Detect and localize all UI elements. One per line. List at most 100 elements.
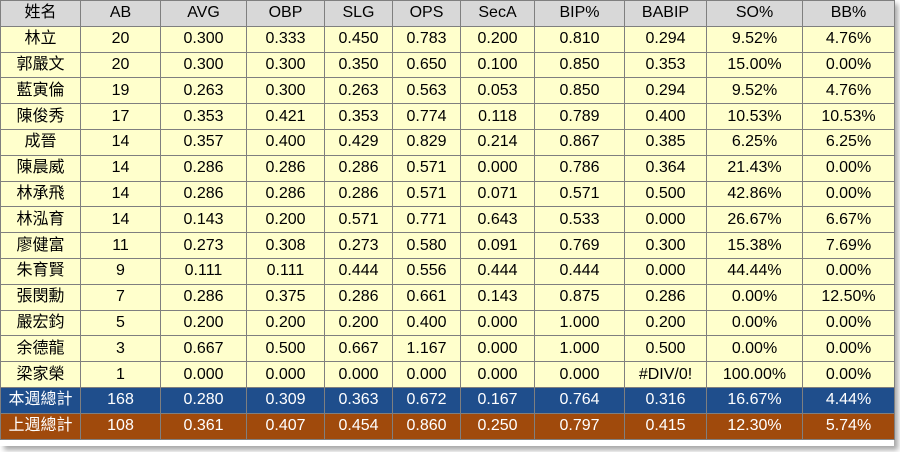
cell-ops: 0.771 [392,206,461,234]
cell-bip: 0.867 [534,128,625,156]
cell-slg: 0.454 [324,412,393,440]
summary-row-this-week: 本週總計 168 0.280 0.309 0.363 0.672 0.167 0.764 0.3… [0,386,895,414]
cell-seca: 0.000 [460,309,535,337]
cell-so: 44.44% [706,257,803,285]
cell-slg: 0.286 [324,180,393,208]
cell-ops: 0.783 [392,25,461,53]
cell-bb: 10.53% [802,103,895,130]
column-header-ops: OPS [392,0,461,27]
cell-ops: 0.860 [392,412,461,440]
cell-so: 9.52% [706,77,803,105]
table-row: 藍寅倫 19 0.263 0.300 0.263 0.563 0.053 0.850 0.294… [0,77,895,105]
cell-name: 郭嚴文 [0,51,81,79]
cell-ops: 0.650 [392,51,461,79]
cell-babip: #DIV/0! [624,361,707,388]
cell-seca: 0.118 [460,103,535,130]
cell-slg: 0.444 [324,257,393,285]
cell-seca: 0.000 [460,154,535,182]
cell-seca: 0.100 [460,51,535,79]
cell-bb: 12.50% [802,283,895,311]
cell-avg: 0.667 [160,335,247,363]
cell-slg: 0.353 [324,103,393,130]
cell-slg: 0.273 [324,232,393,259]
cell-bip: 0.571 [534,180,625,208]
cell-seca: 0.167 [460,386,535,414]
cell-ops: 0.661 [392,283,461,311]
cell-ops: 0.571 [392,154,461,182]
cell-bb: 4.76% [802,77,895,105]
cell-obp: 0.111 [246,257,325,285]
cell-name: 余德龍 [0,335,81,363]
cell-avg: 0.273 [160,232,247,259]
cell-bip: 0.764 [534,386,625,414]
cell-seca: 0.071 [460,180,535,208]
table-row: 林泓育 14 0.143 0.200 0.571 0.771 0.643 0.533 0.000… [0,206,895,234]
cell-bb: 4.44% [802,386,895,414]
cell-obp: 0.421 [246,103,325,130]
cell-name: 林泓育 [0,206,81,234]
cell-babip: 0.300 [624,232,707,259]
cell-obp: 0.500 [246,335,325,363]
cell-name: 梁家榮 [0,361,81,388]
cell-ab: 14 [80,154,161,182]
cell-ops: 0.571 [392,180,461,208]
table-row: 余德龍 3 0.667 0.500 0.667 1.167 0.000 1.000 0.500 0… [0,335,895,363]
cell-ab: 20 [80,25,161,53]
cell-obp: 0.333 [246,25,325,53]
cell-ab: 14 [80,180,161,208]
cell-obp: 0.200 [246,309,325,337]
cell-name: 藍寅倫 [0,77,81,105]
cell-bip: 0.850 [534,77,625,105]
cell-slg: 0.200 [324,309,393,337]
cell-babip: 0.200 [624,309,707,337]
cell-bb: 0.00% [802,180,895,208]
cell-avg: 0.111 [160,257,247,285]
cell-name: 嚴宏鈞 [0,309,81,337]
cell-name: 朱育賢 [0,257,81,285]
column-header-seca: SecA [460,0,535,27]
cell-bip: 0.533 [534,206,625,234]
cell-bb: 7.69% [802,232,895,259]
cell-bip: 0.850 [534,51,625,79]
cell-bb: 0.00% [802,154,895,182]
cell-babip: 0.385 [624,128,707,156]
cell-slg: 0.286 [324,154,393,182]
cell-obp: 0.200 [246,206,325,234]
cell-ab: 1 [80,361,161,388]
cell-so: 9.52% [706,25,803,53]
cell-ab: 14 [80,206,161,234]
cell-ab: 9 [80,257,161,285]
cell-so: 0.00% [706,335,803,363]
column-header-babip: BABIP [624,0,707,27]
cell-ops: 0.563 [392,77,461,105]
cell-so: 0.00% [706,309,803,337]
cell-name: 本週總計 [0,386,81,414]
cell-seca: 0.143 [460,283,535,311]
cell-obp: 0.400 [246,128,325,156]
cell-seca: 0.250 [460,412,535,440]
cell-bip: 0.875 [534,283,625,311]
table-row: 陳晨威 14 0.286 0.286 0.286 0.571 0.000 0.786 0.364… [0,154,895,182]
cell-bb: 0.00% [802,51,895,79]
column-header-slg: SLG [324,0,393,27]
cell-avg: 0.361 [160,412,247,440]
cell-babip: 0.316 [624,386,707,414]
cell-bip: 0.444 [534,257,625,285]
column-header-so: SO% [706,0,803,27]
column-header-name: 姓名 [0,0,81,27]
column-header-avg: AVG [160,0,247,27]
cell-ops: 0.556 [392,257,461,285]
cell-babip: 0.294 [624,77,707,105]
cell-slg: 0.286 [324,283,393,311]
cell-bip: 1.000 [534,309,625,337]
table-row: 林承飛 14 0.286 0.286 0.286 0.571 0.071 0.571 0.500… [0,180,895,208]
cell-obp: 0.300 [246,77,325,105]
cell-obp: 0.308 [246,232,325,259]
table-row: 林立 20 0.300 0.333 0.450 0.783 0.200 0.810 0.294 9… [0,25,895,53]
cell-obp: 0.000 [246,361,325,388]
cell-slg: 0.571 [324,206,393,234]
cell-bb: 6.25% [802,128,895,156]
cell-avg: 0.353 [160,103,247,130]
cell-avg: 0.263 [160,77,247,105]
